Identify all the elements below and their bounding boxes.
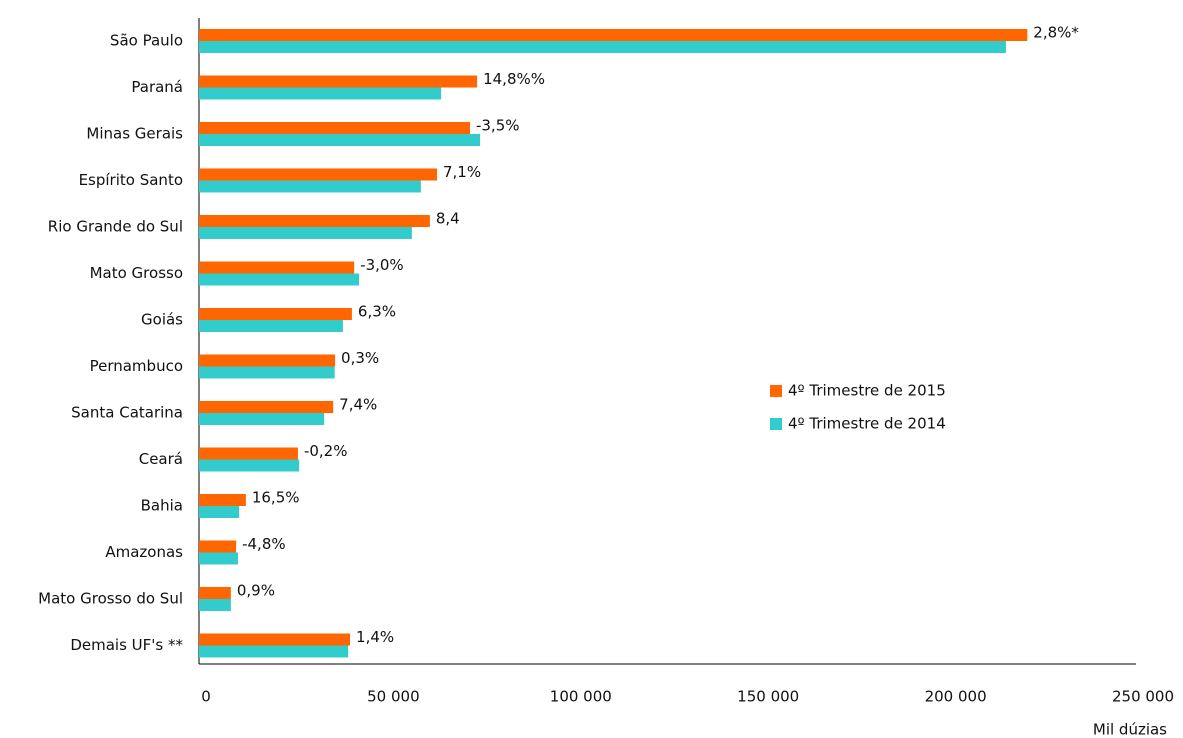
legend-label: 4º Trimestre de 2015 xyxy=(788,382,946,400)
bar xyxy=(199,308,352,320)
bar xyxy=(199,41,1006,53)
bar xyxy=(199,366,335,379)
bar-annotation: 1,4% xyxy=(356,628,394,646)
bar xyxy=(199,645,349,658)
bar-annotation: 8,4 xyxy=(436,210,460,228)
bar-annotation: -3,0% xyxy=(360,256,404,274)
bar xyxy=(199,273,360,286)
bar-annotation: 16,5% xyxy=(252,489,300,507)
bar xyxy=(199,552,238,565)
bar xyxy=(199,401,334,413)
bar xyxy=(199,459,300,472)
bar xyxy=(199,599,231,611)
y-tick-label: Bahia xyxy=(141,497,183,515)
bar-annotation: 14,8%% xyxy=(483,70,545,88)
y-tick-label: Amazonas xyxy=(105,543,183,561)
bar-annotation: 6,3% xyxy=(358,303,396,321)
y-tick-label: Ceará xyxy=(139,450,183,468)
x-tick-label: 0 xyxy=(201,688,211,706)
y-tick-label: Demais UF's ** xyxy=(70,636,183,654)
x-axis-label: Mil dúzias xyxy=(1093,721,1167,738)
y-tick-label: Rio Grande do Sul xyxy=(48,218,183,236)
y-tick-label: Santa Catarina xyxy=(71,404,183,422)
bar xyxy=(199,506,240,518)
x-tick-label: 250 000 xyxy=(1112,688,1174,706)
y-tick-label: Mato Grosso xyxy=(90,264,183,282)
y-tick-label: São Paulo xyxy=(110,32,183,50)
bar xyxy=(199,180,421,193)
bar xyxy=(199,447,298,460)
bar-annotation: 7,1% xyxy=(443,163,481,181)
bar xyxy=(199,29,1028,41)
y-tick-label: Paraná xyxy=(131,78,183,96)
bar xyxy=(199,587,231,599)
bar xyxy=(199,168,437,181)
legend-swatch xyxy=(770,418,782,430)
bar xyxy=(199,227,412,239)
bar xyxy=(199,75,478,88)
bar xyxy=(199,215,430,227)
bar-annotation: -3,5% xyxy=(476,117,520,135)
bar xyxy=(199,87,442,100)
bar xyxy=(199,354,336,367)
bar xyxy=(199,633,351,646)
y-tick-label: Espírito Santo xyxy=(79,171,183,189)
bar-annotation: 0,9% xyxy=(237,582,275,600)
legend-label: 4º Trimestre de 2014 xyxy=(788,415,946,433)
bar-annotation: 0,3% xyxy=(341,349,379,367)
legend-swatch xyxy=(770,385,782,397)
bar xyxy=(199,494,246,506)
y-tick-label: Goiás xyxy=(141,311,183,329)
bar-annotation: -4,8% xyxy=(242,535,286,553)
bar xyxy=(199,122,470,134)
bar xyxy=(199,134,481,146)
bar xyxy=(199,413,325,425)
x-tick-label: 150 000 xyxy=(737,688,799,706)
x-tick-label: 200 000 xyxy=(925,688,987,706)
y-tick-label: Mato Grosso do Sul xyxy=(38,590,183,608)
bar-annotation: 7,4% xyxy=(339,396,377,414)
bar xyxy=(199,261,355,274)
x-tick-label: 100 000 xyxy=(550,688,612,706)
bar-annotation: 2,8%* xyxy=(1033,24,1079,42)
bar xyxy=(199,320,343,332)
x-tick-label: 50 000 xyxy=(367,688,420,706)
y-tick-label: Pernambuco xyxy=(90,357,183,375)
bar xyxy=(199,540,237,553)
bar-annotation: -0,2% xyxy=(304,442,348,460)
y-tick-label: Minas Gerais xyxy=(86,125,183,143)
